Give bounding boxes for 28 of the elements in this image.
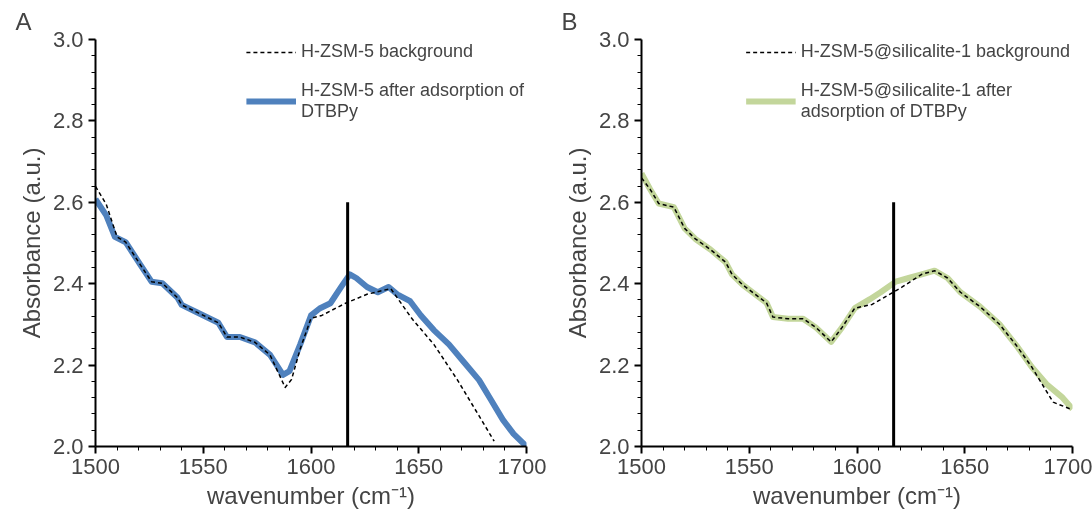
legend-label: H-ZSM-5@silicalite-1 after adsorption of DTBPy [800, 80, 1012, 122]
legend-label: H-ZSM-5@silicalite-1 background [800, 41, 1070, 62]
legend-label: H-ZSM-5 background [300, 41, 473, 62]
y-axis-title: Absorbance (a.u.) [17, 147, 45, 339]
y-tick-label: 2.6 [52, 189, 84, 215]
chart-title: B [561, 7, 578, 35]
x-tick-label: 1550 [724, 453, 774, 479]
legend-label: H-ZSM-5 after adsorption of DTBPy [300, 80, 524, 122]
y-tick-label: 3.0 [598, 27, 630, 52]
y-tick-label: 2.8 [52, 108, 84, 134]
x-tick-label: 1700 [497, 453, 547, 479]
x-tick-label: 1700 [1043, 453, 1092, 479]
x-axis-title: wavenumber (cm⁻¹) [751, 481, 962, 509]
y-axis-title: Absorbance (a.u.) [563, 147, 591, 339]
y-tick-label: 2.2 [598, 352, 630, 378]
x-tick-label: 1600 [832, 453, 882, 479]
y-tick-label: 3.0 [52, 27, 84, 52]
chart-title: A [15, 7, 32, 35]
x-tick-label: 1650 [394, 453, 444, 479]
x-axis-title: wavenumber (cm⁻¹) [205, 481, 416, 509]
x-tick-label: 1600 [286, 453, 336, 479]
x-tick-label: 1650 [940, 453, 990, 479]
y-tick-label: 2.8 [598, 108, 630, 134]
y-tick-label: 2.6 [598, 189, 630, 215]
x-tick-label: 1550 [178, 453, 228, 479]
y-tick-label: 2.4 [598, 271, 630, 297]
y-tick-label: 2.2 [52, 352, 84, 378]
y-tick-label: 2.4 [52, 271, 84, 297]
